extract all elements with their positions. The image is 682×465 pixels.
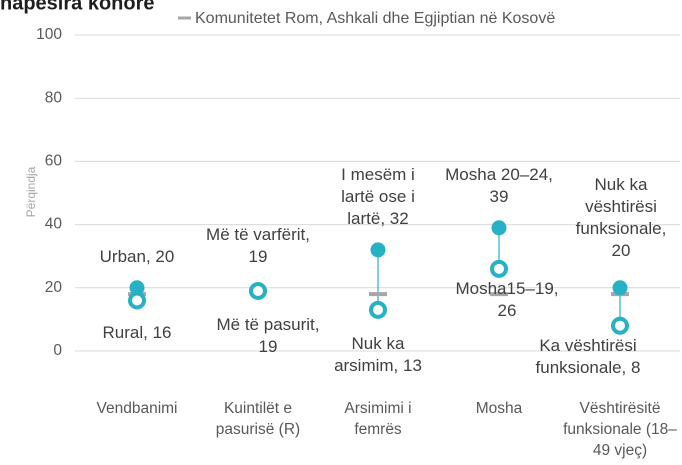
dot xyxy=(612,280,628,296)
data-label: Urban, 20 xyxy=(99,247,175,266)
ring xyxy=(611,316,629,335)
legend-label: Komunitetet Rom, Ashkali dhe Egjiptian n… xyxy=(195,10,555,27)
y-tick-label: 60 xyxy=(45,152,63,169)
y-tick-label: 20 xyxy=(45,279,63,296)
ring xyxy=(369,300,387,319)
y-tick-label: 100 xyxy=(36,26,62,43)
data-label: Më të varfërit, 19 xyxy=(206,225,310,266)
x-tick-label: Mosha xyxy=(475,400,523,417)
data-label: Nuk ka arsimim, 13 xyxy=(334,334,422,375)
data-label: Më të pasurit, 19 xyxy=(216,315,320,356)
y-axis-label: Përqindja xyxy=(24,166,38,217)
data-label: I mesëm i lartë ose i lartë, 32 xyxy=(341,165,415,228)
ring xyxy=(128,291,146,310)
ring xyxy=(490,259,508,278)
ring xyxy=(249,281,267,300)
dot xyxy=(129,280,145,296)
y-tick-label: 40 xyxy=(45,216,63,233)
dot xyxy=(491,220,507,236)
x-tick-label: Arsimimi i femrës xyxy=(344,400,412,438)
data-label: Rural, 16 xyxy=(102,323,172,342)
data-label: Mosha15–19, 26 xyxy=(455,279,559,320)
data-label: Mosha 20–24, 39 xyxy=(445,165,553,206)
x-tick-label: Kuintilët e pasurisë (R) xyxy=(215,400,301,438)
x-tick-label: Vështirësitë funksionale (18–49 vjeç) xyxy=(563,400,677,459)
data-label: Nuk ka vështirësi funksionale, 20 xyxy=(575,175,667,260)
data-label: Ka vështirësi funksionale, 8 xyxy=(535,336,641,377)
dot xyxy=(370,242,386,258)
y-tick-label: 80 xyxy=(45,89,63,106)
chart-title: hapësira kohore xyxy=(0,0,155,14)
x-tick-label: Vendbanimi xyxy=(96,400,178,417)
y-tick-label: 0 xyxy=(53,342,62,359)
